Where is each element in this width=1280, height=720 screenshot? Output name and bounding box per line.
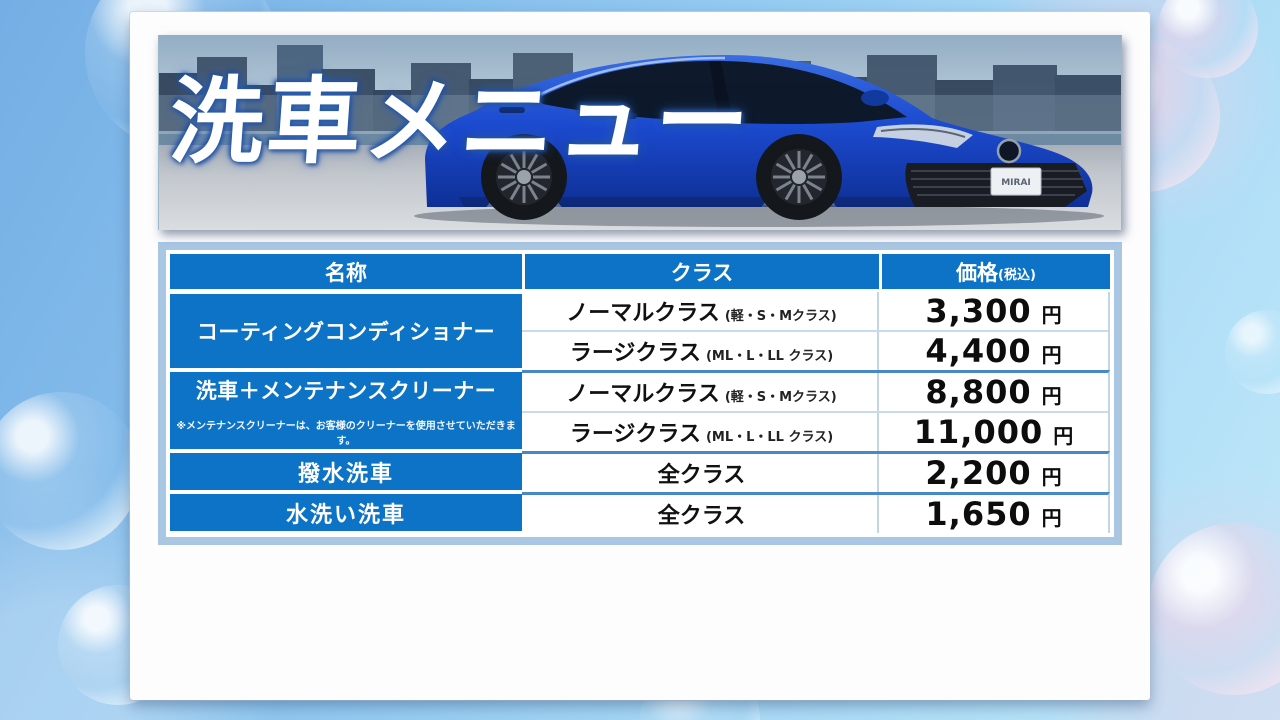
header-class-label: クラス (670, 260, 734, 285)
group-rows: 全クラス 1,650 円 (522, 492, 1110, 533)
name-column-wrap: 洗車＋メンテナンスクリーナー ※メンテナンスクリーナーは、お客様のクリーナーを使… (170, 370, 522, 451)
price-unit: 円 (1041, 384, 1062, 408)
table-body: コーティングコンディショナー ノーマルクラス (軽・S・Mクラス) (170, 292, 1110, 533)
group-rows: ノーマルクラス (軽・S・Mクラス) 8,800 円 ラージク (522, 370, 1110, 451)
table-inner-mat: 名称 クラス 価格 (税込) コーティング (166, 250, 1114, 537)
price-value: 11,000 (913, 413, 1044, 451)
table-row: ノーマルクラス (軽・S・Mクラス) 3,300 円 (522, 292, 1108, 330)
menu-card: MIRAI (130, 12, 1150, 700)
class-cell: ノーマルクラス (軽・S・Mクラス) (522, 292, 877, 330)
header-class: クラス (522, 254, 879, 289)
price-unit: 円 (1041, 343, 1062, 367)
class-cell: 全クラス (522, 454, 877, 492)
soap-bubble (0, 392, 140, 550)
rear-wheel (481, 134, 567, 220)
price-unit: 円 (1053, 424, 1074, 448)
name-column-wrap: 撥水洗車 (170, 451, 522, 492)
class-sublabel: (ML・L・LL クラス) (705, 348, 834, 364)
table-group: 撥水洗車 全クラス 2,200 円 (170, 451, 1110, 492)
table-group: コーティングコンディショナー ノーマルクラス (軽・S・Mクラス) (170, 292, 1110, 370)
class-label: 全クラス (657, 504, 746, 529)
table-group: 水洗い洗車 全クラス 1,650 円 (170, 492, 1110, 533)
price-value: 1,650 (925, 495, 1032, 533)
service-name-cell: 洗車＋メンテナンスクリーナー ※メンテナンスクリーナーは、お客様のクリーナーを使… (170, 372, 522, 449)
table-header-row: 名称 クラス 価格 (税込) (170, 254, 1110, 289)
price-value: 2,200 (925, 454, 1032, 492)
price-table: 名称 クラス 価格 (税込) コーティング (170, 254, 1110, 533)
service-name-cell: コーティングコンディショナー (170, 294, 522, 368)
table-group: 洗車＋メンテナンスクリーナー ※メンテナンスクリーナーは、お客様のクリーナーを使… (170, 370, 1110, 451)
banner-photo: MIRAI (158, 35, 1122, 230)
price-cell: 8,800 円 (877, 373, 1108, 411)
price-value: 8,800 (925, 373, 1032, 411)
service-name-cell: 水洗い洗車 (170, 494, 522, 531)
price-cell: 1,650 円 (877, 495, 1108, 533)
soap-bubble (1148, 523, 1280, 695)
class-label: ノーマルクラス (566, 301, 720, 326)
roof-highlight (538, 56, 726, 97)
service-name: コーティングコンディショナー (196, 320, 496, 344)
class-label: ラージクラス (569, 422, 701, 447)
class-label: 全クラス (657, 463, 746, 488)
header-price-label: 価格 (956, 260, 999, 285)
group-rows: ノーマルクラス (軽・S・Mクラス) 3,300 円 ラージク (522, 292, 1110, 370)
header-price: 価格 (税込) (879, 254, 1110, 289)
class-cell: ラージクラス (ML・L・LL クラス) (522, 413, 877, 451)
license-plate: MIRAI (990, 167, 1042, 196)
table-row: ラージクラス (ML・L・LL クラス) 4,400 円 (522, 330, 1108, 370)
service-name: 水洗い洗車 (285, 502, 406, 528)
header-name-label: 名称 (325, 260, 367, 285)
service-name: 洗車＋メンテナンスクリーナー (195, 378, 497, 403)
price-unit: 円 (1041, 465, 1062, 489)
class-cell: 全クラス (522, 495, 877, 533)
service-note: ※メンテナンスクリーナーは、お客様のクリーナーを使用させていただきます。 (176, 420, 516, 447)
price-cell: 3,300 円 (877, 292, 1108, 330)
price-value: 3,300 (925, 292, 1032, 330)
class-label: ラージクラス (569, 341, 701, 366)
price-value: 4,400 (925, 332, 1032, 370)
group-rows: 全クラス 2,200 円 (522, 451, 1110, 492)
price-cell: 2,200 円 (877, 454, 1108, 492)
service-name-cell: 撥水洗車 (170, 453, 522, 490)
side-mirror (861, 90, 889, 106)
car-illustration: MIRAI (159, 35, 1121, 230)
header-tax-note: (税込) (998, 267, 1036, 283)
front-wheel (756, 134, 842, 220)
price-unit: 円 (1041, 506, 1062, 530)
toyota-emblem (996, 138, 1022, 164)
banner-title: 洗車メニュー (166, 67, 756, 177)
headlight-line (880, 128, 966, 138)
table-row: ノーマルクラス (軽・S・Mクラス) 8,800 円 (522, 373, 1108, 411)
b-pillar (709, 61, 733, 121)
price-unit: 円 (1041, 303, 1062, 327)
table-row: ラージクラス (ML・L・LL クラス) 11,000 円 (522, 411, 1108, 451)
class-cell: ラージクラス (ML・L・LL クラス) (522, 332, 877, 370)
class-sublabel: (軽・S・Mクラス) (724, 308, 837, 324)
table-frame: 名称 クラス 価格 (税込) コーティング (158, 242, 1122, 545)
name-column-wrap: コーティングコンディショナー (170, 292, 522, 370)
class-sublabel: (軽・S・Mクラス) (724, 389, 837, 405)
car-body-group: MIRAI (425, 55, 1093, 207)
door-handle (611, 113, 637, 119)
service-name: 撥水洗車 (297, 461, 394, 487)
car-shadow (414, 205, 1104, 227)
svg-text:MIRAI: MIRAI (1001, 178, 1031, 188)
table-row: 全クラス 2,200 円 (522, 454, 1108, 492)
price-cell: 4,400 円 (877, 332, 1108, 370)
header-name: 名称 (170, 254, 522, 289)
name-column-wrap: 水洗い洗車 (170, 492, 522, 533)
table-row: 全クラス 1,650 円 (522, 495, 1108, 533)
price-cell: 11,000 円 (877, 413, 1108, 451)
door-handle (499, 107, 525, 113)
class-cell: ノーマルクラス (軽・S・Mクラス) (522, 373, 877, 411)
class-sublabel: (ML・L・LL クラス) (705, 429, 834, 445)
class-label: ノーマルクラス (566, 382, 720, 407)
